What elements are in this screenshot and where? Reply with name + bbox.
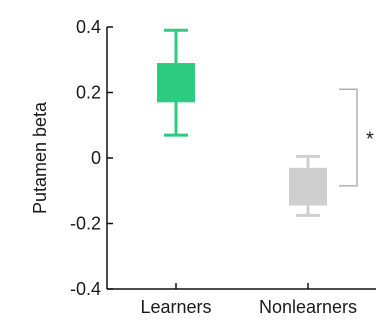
y-tick-label: 0.2 [76, 83, 101, 103]
significance-bracket: * [339, 88, 374, 187]
y-tick-label: 0.4 [76, 17, 101, 37]
box-learners [157, 28, 195, 137]
y-tick-label: -0.2 [70, 214, 101, 234]
iqr-box [289, 167, 327, 206]
iqr-box [157, 63, 195, 103]
y-tick-label: 0 [91, 148, 101, 168]
significance-star: * [366, 129, 374, 151]
box-nonlearners [289, 154, 327, 217]
boxes [157, 28, 327, 217]
x-tick-label: Learners [140, 297, 211, 317]
x-tick-label: Nonlearners [259, 297, 357, 317]
y-tick-label: -0.4 [70, 279, 101, 299]
y-ticks: 0.4 0.2 0 -0.2 -0.4 [70, 17, 113, 299]
bracket-line [339, 88, 358, 187]
axes [106, 27, 376, 290]
x-tick-labels: Learners Nonlearners [140, 297, 357, 317]
y-axis-label: Putamen beta [30, 101, 50, 214]
